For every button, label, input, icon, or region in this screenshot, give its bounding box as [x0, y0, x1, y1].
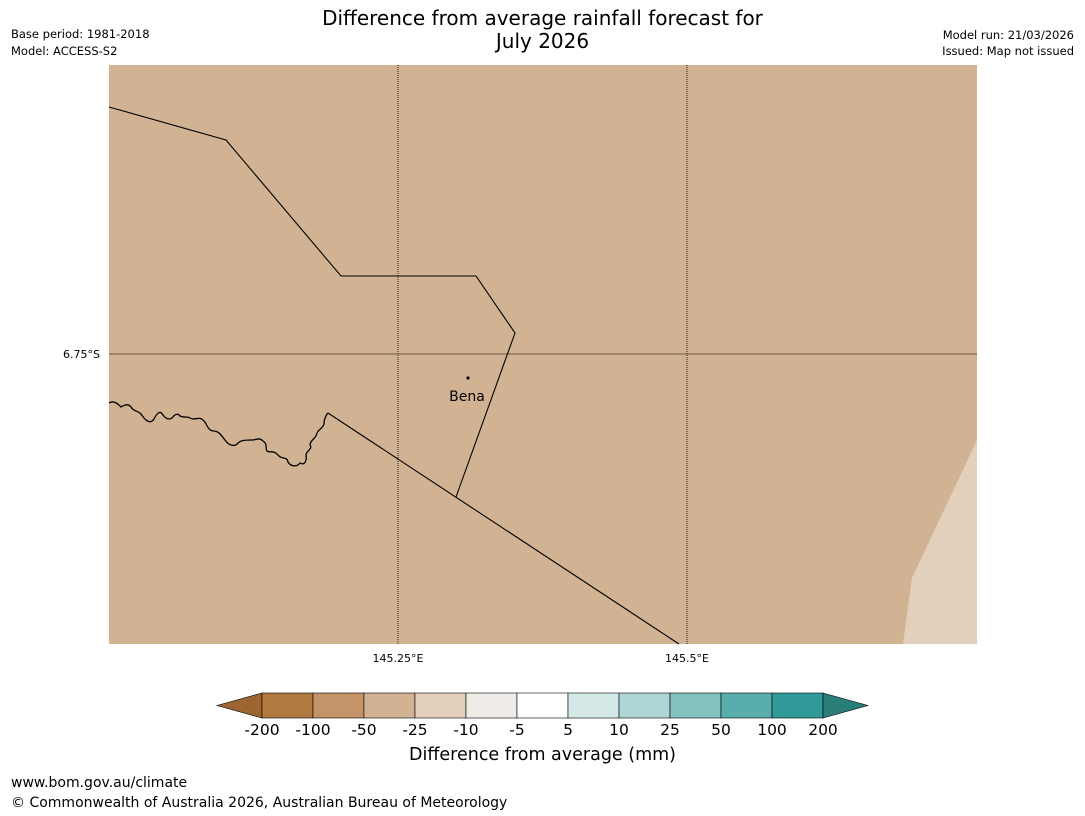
colorbar-segment [261, 692, 314, 719]
title-line-1: Difference from average rainfall forecas… [322, 6, 763, 30]
colorbar-tick-label: -10 [453, 721, 479, 739]
colorbar [215, 692, 870, 719]
longitude-label-145-25: 145.25°E [373, 652, 424, 665]
colorbar-extension-low [215, 692, 263, 719]
colorbar-tick-label: 200 [808, 721, 838, 739]
longitude-label-145-5: 145.5°E [665, 652, 709, 665]
colorbar-tick-label: -5 [509, 721, 525, 739]
colorbar-segment [363, 692, 416, 719]
model-name: Model: ACCESS-S2 [11, 44, 118, 58]
colorbar-tick-label: 25 [660, 721, 680, 739]
bena-label: Bena [449, 389, 485, 405]
river-coastline [108, 401, 329, 467]
colorbar-tick-label: -100 [295, 721, 331, 739]
province-border-north [108, 106, 516, 498]
colorbar-segment [516, 692, 569, 719]
colorbar-segment [669, 692, 722, 719]
colorbar-segment [771, 692, 824, 719]
colorbar-tick-label: -200 [244, 721, 280, 739]
colorbar-segment [618, 692, 671, 719]
colorbar-title: Difference from average (mm) [408, 745, 677, 765]
colorbar-segment [720, 692, 773, 719]
footer-url: www.bom.gov.au/climate [11, 775, 188, 791]
colorbar-segment [414, 692, 467, 719]
colorbar-tick-label: 10 [609, 721, 629, 739]
province-border-south [327, 412, 680, 645]
colorbar-segment [567, 692, 620, 719]
model-run: Model run: 21/03/2026 [942, 28, 1074, 42]
colorbar-tick-label: -25 [402, 721, 428, 739]
bena-location-dot [466, 376, 470, 380]
footer-copyright: © Commonwealth of Australia 2026, Austra… [11, 795, 508, 811]
map-title: Difference from average rainfall forecas… [0, 7, 1085, 53]
base-period: Base period: 1981-2018 [11, 27, 150, 41]
latitude-label: 6.75°S [63, 348, 100, 361]
colorbar-segment [312, 692, 365, 719]
colorbar-tick-label: 100 [757, 721, 787, 739]
light-rainfall-region [903, 440, 977, 644]
colorbar-tick-label: -50 [351, 721, 377, 739]
title-line-2: July 2026 [495, 29, 590, 53]
colorbar-segment [465, 692, 518, 719]
colorbar-extension-high [822, 692, 870, 719]
issued-status: Issued: Map not issued [942, 44, 1074, 58]
colorbar-tick-label: 5 [563, 721, 573, 739]
colorbar-tick-label: 50 [711, 721, 731, 739]
